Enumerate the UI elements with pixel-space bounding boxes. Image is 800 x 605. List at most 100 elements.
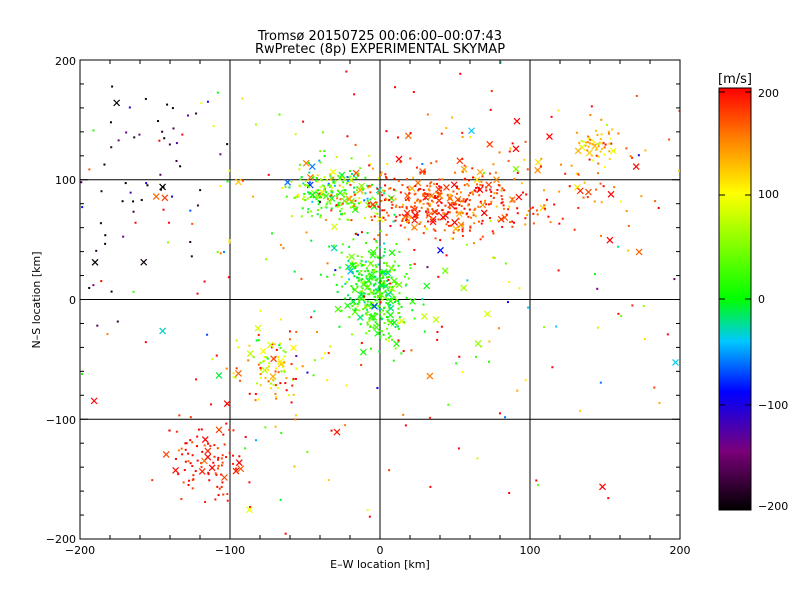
data-point xyxy=(354,199,357,202)
data-point xyxy=(524,379,527,382)
data-point xyxy=(365,305,368,308)
data-point xyxy=(254,123,257,126)
data-point xyxy=(424,193,427,196)
data-point xyxy=(270,382,273,385)
data-point-x xyxy=(451,218,459,226)
data-point xyxy=(668,138,671,141)
data-point-x xyxy=(309,191,316,199)
data-point xyxy=(508,280,511,283)
data-point xyxy=(601,142,604,145)
data-point-x xyxy=(437,246,444,254)
data-point xyxy=(429,485,432,488)
data-point-x xyxy=(308,163,316,171)
data-point xyxy=(595,154,598,157)
data-point xyxy=(584,144,587,147)
data-point xyxy=(177,449,180,452)
data-point-x xyxy=(387,311,394,319)
data-point xyxy=(438,185,441,188)
data-point xyxy=(342,192,345,195)
data-point xyxy=(207,473,210,476)
data-point xyxy=(380,317,383,320)
data-point xyxy=(293,270,296,273)
data-point xyxy=(508,205,511,208)
data-point xyxy=(451,237,454,240)
data-point xyxy=(487,360,490,363)
data-point-x xyxy=(284,178,292,186)
data-point xyxy=(422,193,425,196)
data-point xyxy=(474,207,477,210)
data-point xyxy=(180,497,183,500)
data-point xyxy=(599,182,602,185)
data-point xyxy=(129,191,132,194)
data-point xyxy=(325,191,328,194)
data-point xyxy=(397,307,400,310)
data-point xyxy=(383,280,386,283)
data-point xyxy=(340,213,343,216)
data-point xyxy=(588,136,591,139)
data-point xyxy=(413,205,416,208)
data-point xyxy=(317,209,320,212)
data-point xyxy=(340,251,343,254)
data-point-x xyxy=(420,313,428,320)
data-point xyxy=(524,223,527,226)
data-point xyxy=(375,265,378,268)
data-point xyxy=(312,175,315,178)
data-point xyxy=(504,262,507,265)
data-point xyxy=(259,309,262,312)
data-point-x xyxy=(220,474,228,481)
data-point xyxy=(526,213,529,216)
data-point xyxy=(389,282,392,285)
data-point xyxy=(389,270,392,273)
data-point xyxy=(339,177,342,180)
data-point xyxy=(212,125,215,128)
data-point xyxy=(594,129,597,132)
data-point-x xyxy=(369,201,377,208)
data-point xyxy=(532,212,535,215)
data-point xyxy=(460,200,463,203)
data-point xyxy=(380,171,383,174)
data-point xyxy=(308,186,311,189)
data-point xyxy=(419,199,422,202)
data-point xyxy=(471,167,474,170)
data-point xyxy=(359,167,362,170)
data-point xyxy=(550,115,553,118)
data-point-x xyxy=(446,194,454,202)
data-point xyxy=(259,373,262,376)
data-point xyxy=(377,234,380,237)
data-point xyxy=(458,198,461,201)
data-point xyxy=(341,243,344,246)
data-point xyxy=(558,222,561,225)
data-point xyxy=(452,231,455,234)
data-point xyxy=(88,286,91,289)
data-point xyxy=(402,413,405,416)
data-point xyxy=(185,442,188,445)
data-point xyxy=(385,315,388,318)
data-point xyxy=(635,94,638,97)
data-point xyxy=(330,177,333,180)
data-point xyxy=(502,204,505,207)
data-point xyxy=(503,189,506,192)
data-point xyxy=(228,239,231,242)
data-point xyxy=(282,349,285,352)
data-point xyxy=(284,186,287,189)
data-point xyxy=(341,176,344,179)
data-point xyxy=(259,376,262,379)
data-point xyxy=(392,220,395,223)
data-point xyxy=(380,330,383,333)
data-point xyxy=(352,266,355,269)
data-point xyxy=(586,141,589,144)
data-point xyxy=(344,178,347,181)
data-point xyxy=(457,217,460,220)
data-point xyxy=(187,483,190,486)
data-point xyxy=(257,339,260,342)
data-point xyxy=(498,412,501,415)
data-point xyxy=(187,460,190,463)
data-point xyxy=(384,175,387,178)
data-point xyxy=(385,233,388,236)
data-point xyxy=(406,197,409,200)
data-point-x xyxy=(607,190,615,198)
data-point xyxy=(282,247,285,250)
data-point xyxy=(291,384,294,387)
data-point xyxy=(586,196,589,199)
data-point-x xyxy=(351,286,359,294)
